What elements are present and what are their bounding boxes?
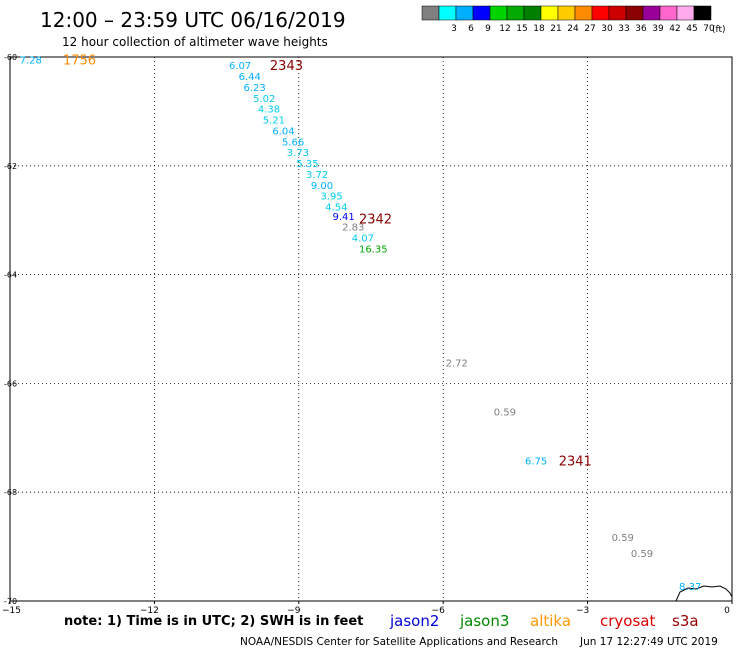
wave-height-label: 5.66 — [282, 137, 304, 148]
wave-height-label: 0.59 — [612, 533, 634, 544]
color-swatch-label: 3 — [451, 24, 457, 34]
lat-tick-label: -68 — [4, 488, 17, 497]
color-swatch — [489, 5, 508, 21]
legend-entry-jason2: jason2 — [389, 612, 439, 630]
color-swatch — [421, 5, 440, 21]
color-swatch-label: 21 — [550, 24, 561, 34]
wave-height-label: 4.54 — [325, 203, 347, 214]
map-grid — [10, 57, 732, 601]
wave-height-labels: 7.28 6.076.446.235.024.385.216.045.663.73… — [20, 56, 702, 593]
color-swatch — [523, 5, 542, 21]
wave-height-label: 0.59 — [631, 549, 653, 560]
color-swatch-label: 24 — [567, 24, 579, 34]
color-swatch-label: 45 — [686, 24, 697, 34]
color-swatch — [540, 5, 559, 21]
wave-height-label: 2.83 — [342, 223, 364, 234]
map-frame — [9, 56, 733, 602]
pass-time-label: 2342 — [359, 213, 392, 228]
lat-tick-label: -70 — [4, 597, 17, 606]
wave-height-label: 3.95 — [320, 192, 342, 203]
lon-tick-label: −6 — [432, 606, 446, 616]
wave-height-label: 4.38 — [258, 105, 280, 116]
color-swatch — [608, 5, 627, 21]
antarctic-coastline-icon — [675, 585, 733, 602]
color-swatch — [506, 5, 525, 21]
lon-tick-label: 0 — [724, 606, 730, 616]
lon-tick-label: −3 — [576, 606, 589, 616]
color-swatch — [472, 5, 491, 21]
footer-timestamp: Jun 17 12:27:49 UTC 2019 — [579, 636, 718, 648]
color-swatch — [455, 5, 474, 21]
legend-entry-cryosat: cryosat — [600, 612, 655, 630]
wave-height-label: 5.35 — [296, 159, 318, 170]
color-swatch — [693, 5, 712, 21]
color-swatch-label: 30 — [601, 24, 613, 34]
color-swatch-label: 18 — [533, 24, 545, 34]
wave-height-label: 5.02 — [253, 94, 275, 105]
legend-entry-jason3: jason3 — [459, 612, 509, 630]
color-swatch-label: 9 — [485, 24, 491, 34]
lat-tick-label: -64 — [4, 271, 17, 280]
footer-credit: NOAA/NESDIS Center for Satellite Applica… — [240, 636, 558, 648]
color-swatch-label: 6 — [468, 24, 474, 34]
lat-tick-label: -60 — [4, 53, 17, 62]
pass-time-label: 1756 — [63, 54, 96, 69]
color-swatch-label: 12 — [499, 24, 510, 34]
color-swatch — [557, 5, 576, 21]
pass-time-label: 2341 — [559, 455, 592, 470]
wave-height-label: 3.73 — [287, 148, 309, 159]
color-swatch-label: 27 — [584, 24, 595, 34]
pass-time-labels: 1756 2343 2342 2341 — [63, 54, 592, 470]
pass-time-label: 2343 — [270, 59, 303, 74]
wave-height-label: 6.75 — [525, 457, 547, 468]
axis-ticks: −15 −12 −9 −6 −3 0 -60 -62 -64 -66 -68 -70 — [2, 53, 733, 616]
color-swatch — [676, 5, 695, 21]
lon-tick-label: −12 — [140, 606, 159, 616]
satellite-legend: jason2 jason3 altika cryosat s3a — [389, 612, 699, 630]
legend-entry-altika: altika — [530, 612, 571, 630]
wave-height-label: 6.44 — [239, 72, 261, 83]
wave-height-label: 6.04 — [272, 126, 294, 137]
page-title: 12:00 – 23:59 UTC 06/16/2019 — [40, 8, 346, 32]
wave-height-label: 0.59 — [494, 408, 516, 419]
color-swatch-label: 42 — [669, 24, 680, 34]
wave-height-label: 7.28 — [20, 56, 42, 67]
color-swatch-label: 36 — [635, 24, 647, 34]
color-swatch-label: 70 — [703, 24, 715, 34]
footer-note: note: 1) Time is in UTC; 2) SWH is in fe… — [64, 614, 363, 629]
page-subtitle: 12 hour collection of altimeter wave hei… — [62, 35, 328, 49]
wave-height-label: 8.37 — [679, 582, 701, 593]
color-swatch-label: 39 — [652, 24, 664, 34]
wave-height-label: 3.72 — [306, 170, 328, 181]
wave-height-label: 4.07 — [352, 234, 374, 245]
color-swatch — [659, 5, 678, 21]
wave-height-label: 2.72 — [446, 359, 468, 370]
colorbar-unit: (ft) — [712, 25, 726, 35]
color-swatch — [574, 5, 593, 21]
wave-height-label: 6.07 — [229, 61, 251, 72]
color-swatch — [438, 5, 457, 21]
lat-tick-label: -62 — [4, 162, 17, 171]
wave-height-label: 16.35 — [359, 244, 388, 255]
wave-height-label: 9.00 — [311, 181, 333, 192]
lon-tick-label: −9 — [287, 606, 301, 616]
color-swatch-label: 33 — [618, 24, 629, 34]
wave-height-label: 5.21 — [263, 116, 285, 127]
color-swatch — [625, 5, 644, 21]
wave-height-label: 9.41 — [332, 212, 354, 223]
color-swatch — [642, 5, 661, 21]
lat-tick-label: -66 — [4, 379, 17, 388]
lon-tick-label: −15 — [2, 606, 21, 616]
color-scale-legend: 3 6 9 12 15 18 21 24 27 30 33 36 39 42 45 70 — [421, 5, 715, 34]
color-swatch-label: 15 — [516, 24, 527, 34]
wave-height-label: 6.23 — [243, 83, 265, 94]
color-swatch — [591, 5, 610, 21]
legend-entry-s3a: s3a — [672, 612, 699, 630]
